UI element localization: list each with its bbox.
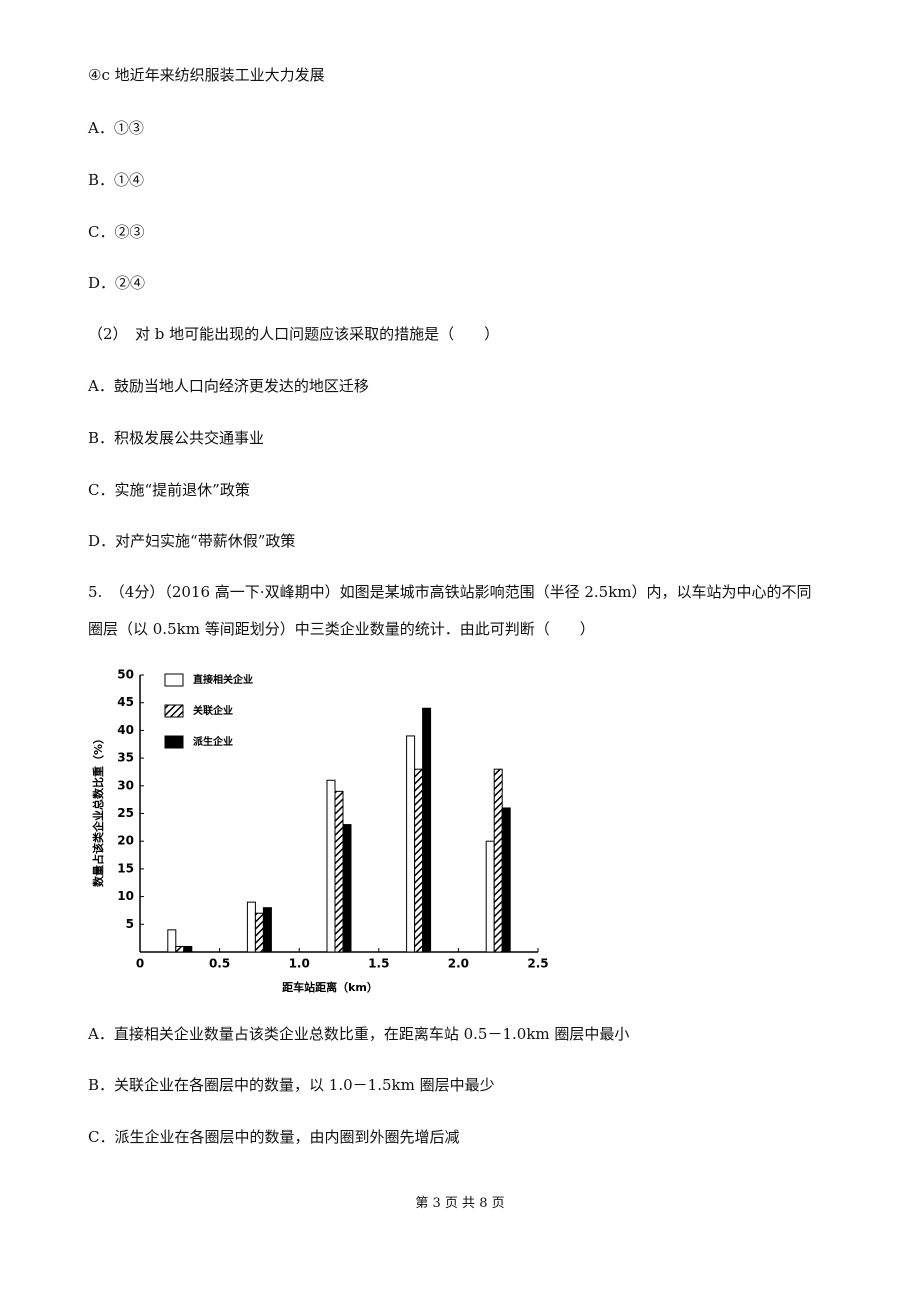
bar	[167, 929, 177, 953]
bar	[183, 945, 193, 953]
option: A．①③	[88, 119, 144, 137]
sub-question: （2） 对 b 地可能出现的人口问题应该采取的措施是（ ）	[88, 325, 500, 343]
bar	[501, 807, 511, 953]
option: B．关联企业在各圈层中的数量，以 1.0－1.5km 圈层中最少	[88, 1076, 495, 1094]
chart: 距车站距离（km） 数量占该类企业总数比重（%） 5 10 15 20 25 30 35 40…	[91, 668, 549, 995]
y-tick-label: 5	[126, 917, 134, 931]
bar	[246, 901, 256, 953]
page-footer: 第 3 页 共 8 页	[415, 1196, 505, 1211]
bar	[493, 768, 503, 953]
bar	[414, 768, 424, 953]
option: D．对产妇实施“带薪休假”政策	[88, 532, 296, 550]
x-tick-label: 1.0	[289, 957, 310, 971]
bar	[334, 790, 344, 953]
option: A．鼓励当地人口向经济更发达的地区迁移	[88, 377, 369, 395]
legend-label: 派生企业	[193, 735, 233, 748]
option: B．①④	[88, 171, 145, 189]
option: D．②④	[88, 274, 146, 292]
item: ④c 地近年来纺织服装工业大力发展	[88, 66, 325, 84]
y-tick-label: 15	[117, 861, 134, 875]
option: C．②③	[88, 223, 145, 241]
x-tick-label: 2.5	[527, 957, 548, 971]
x-tick-label: 1.5	[368, 957, 389, 971]
y-tick-label: 50	[117, 668, 134, 682]
bar	[262, 907, 272, 953]
y-tick-label: 35	[117, 751, 134, 765]
bar	[422, 707, 432, 953]
y-tick-label: 25	[117, 806, 134, 820]
option: C．实施“提前退休”政策	[88, 481, 250, 499]
x-tick-label: 0	[136, 957, 144, 971]
legend-swatch	[164, 704, 184, 718]
option: B．积极发展公共交通事业	[88, 429, 265, 447]
y-tick-label: 30	[117, 778, 134, 792]
y-tick-label: 20	[117, 834, 134, 848]
y-tick-label: 10	[117, 889, 134, 903]
y-tick-label: 40	[117, 723, 134, 737]
x-tick-label: 2.0	[448, 957, 469, 971]
option: C．派生企业在各圈层中的数量，由内圈到外圈先增后减	[88, 1128, 460, 1146]
legend-swatch	[164, 673, 184, 687]
legend-label: 关联企业	[193, 704, 233, 717]
option: A．直接相关企业数量占该类企业总数比重，在距离车站 0.5－1.0km 圈层中最…	[88, 1025, 630, 1043]
x-tick-label: 0.5	[209, 957, 230, 971]
y-axis-label: 数量占该类企业总数比重（%）	[91, 733, 105, 887]
bar	[254, 912, 264, 953]
x-axis-label: 距车站距离（km）	[282, 980, 378, 994]
bar	[342, 824, 352, 953]
bar	[485, 840, 495, 953]
bar	[175, 945, 185, 953]
question-stem: 圈层（以 0.5km 等间距划分）中三类企业数量的统计．由此可判断（ ）	[88, 620, 595, 638]
legend-label: 直接相关企业	[193, 673, 253, 686]
question-stem: 5. （4分）（2016 高一下·双峰期中）如图是某城市高铁站影响范围（半径 2…	[88, 583, 812, 601]
bar	[326, 779, 336, 953]
legend-swatch	[164, 735, 184, 749]
y-tick-label: 45	[117, 695, 134, 709]
bar	[406, 735, 416, 953]
